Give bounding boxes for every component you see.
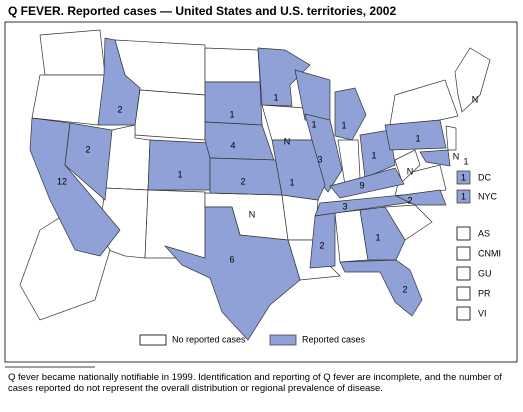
case-count: 2 bbox=[402, 284, 407, 294]
case-count: 1 bbox=[375, 232, 380, 242]
case-count: 2 bbox=[407, 195, 412, 205]
state bbox=[394, 164, 447, 197]
territory-label: VI bbox=[478, 308, 487, 318]
case-count-labels: 12 2 2 1 1 4 2 6 1 1 3 1 1 1 9 3 2 1 2 2… bbox=[57, 92, 478, 294]
case-count: 2 bbox=[85, 144, 90, 154]
state bbox=[31, 74, 106, 126]
territory-label: PR bbox=[478, 288, 491, 298]
state bbox=[394, 149, 421, 183]
legend-label: Reported cases bbox=[302, 334, 366, 344]
case-count: 1 bbox=[371, 150, 376, 160]
case-count: 1 bbox=[289, 177, 294, 187]
inset-label: NYC bbox=[478, 191, 498, 201]
territory-box bbox=[456, 226, 471, 241]
state bbox=[147, 139, 211, 191]
inset-box bbox=[456, 170, 471, 185]
state bbox=[204, 121, 275, 161]
legend-swatch bbox=[269, 334, 297, 346]
territories: AS CNMI GU PR VI bbox=[456, 226, 501, 321]
state bbox=[334, 87, 367, 141]
case-count: 1 bbox=[311, 119, 316, 129]
legend-swatch bbox=[139, 334, 167, 346]
territory-box bbox=[456, 246, 471, 261]
case-count: 2 bbox=[319, 240, 324, 250]
title: Q FEVER. Reported cases — United States … bbox=[8, 4, 397, 18]
states-reported bbox=[29, 37, 451, 341]
not-notifiable: N bbox=[453, 151, 460, 161]
case-count: 1 bbox=[341, 120, 346, 130]
state bbox=[281, 194, 319, 241]
case-count: 1 bbox=[273, 92, 278, 102]
state bbox=[359, 206, 406, 261]
legend: No reported cases Reported cases bbox=[139, 334, 366, 346]
state bbox=[163, 206, 301, 341]
state bbox=[64, 122, 113, 201]
state bbox=[144, 189, 206, 259]
state bbox=[339, 259, 423, 317]
case-count: 9 bbox=[359, 180, 364, 190]
state bbox=[329, 167, 405, 199]
territory-box bbox=[456, 286, 471, 301]
state bbox=[337, 139, 361, 186]
case-count: 2 bbox=[117, 104, 122, 114]
inset-count: 1 bbox=[461, 172, 466, 182]
territory-label: CNMI bbox=[478, 248, 501, 258]
state bbox=[394, 189, 447, 206]
case-count: 1 bbox=[463, 156, 468, 166]
case-count: 3 bbox=[342, 201, 347, 211]
footnote: Q fever became nationally notifiable in … bbox=[8, 372, 502, 394]
case-count: 1 bbox=[229, 109, 234, 119]
state bbox=[359, 129, 396, 179]
case-count: 1 bbox=[415, 133, 420, 143]
inset-box bbox=[456, 189, 471, 204]
not-notifiable: N bbox=[472, 94, 479, 104]
case-count: 4 bbox=[230, 140, 235, 150]
not-notifiable: N bbox=[249, 209, 256, 219]
legend-label: No reported cases bbox=[172, 334, 246, 344]
case-count: 3 bbox=[317, 154, 322, 164]
territory-label: GU bbox=[478, 268, 492, 278]
territory-label: AS bbox=[478, 228, 490, 238]
territory-box bbox=[456, 266, 471, 281]
state bbox=[209, 157, 283, 196]
state bbox=[204, 47, 261, 83]
state bbox=[134, 89, 206, 141]
not-notifiable: N bbox=[407, 166, 414, 176]
state bbox=[271, 139, 326, 201]
inset-label: DC bbox=[478, 172, 491, 182]
not-notifiable: N bbox=[284, 136, 291, 146]
state bbox=[384, 119, 447, 151]
state bbox=[419, 149, 451, 167]
inset-areas: 1 DC 1 NYC bbox=[456, 170, 498, 204]
state bbox=[97, 37, 141, 126]
state bbox=[39, 29, 106, 76]
state bbox=[309, 212, 336, 269]
territory-box bbox=[456, 306, 471, 321]
state bbox=[445, 125, 457, 151]
case-count: 2 bbox=[240, 176, 245, 186]
inset-count: 1 bbox=[461, 191, 466, 201]
map: 12 2 2 1 1 4 2 6 1 1 3 1 1 1 9 3 2 1 2 2… bbox=[4, 21, 518, 368]
case-count: 1 bbox=[177, 169, 182, 179]
state bbox=[257, 47, 311, 107]
case-count: 6 bbox=[229, 254, 234, 264]
map-frame bbox=[4, 21, 518, 363]
case-count: 12 bbox=[57, 176, 67, 186]
state bbox=[389, 79, 459, 126]
state bbox=[454, 47, 491, 113]
